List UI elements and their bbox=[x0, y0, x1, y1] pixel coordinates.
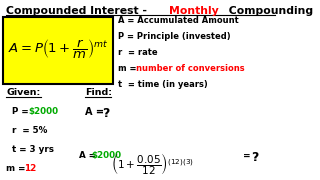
Text: P =: P = bbox=[12, 107, 32, 116]
Text: ?: ? bbox=[102, 107, 109, 120]
Text: P = Principle (invested): P = Principle (invested) bbox=[118, 32, 231, 41]
Text: $2000: $2000 bbox=[28, 107, 58, 116]
FancyBboxPatch shape bbox=[4, 17, 113, 84]
Text: Compounded Interest -: Compounded Interest - bbox=[6, 6, 151, 16]
Text: r  = rate: r = rate bbox=[118, 48, 158, 57]
Text: Compounding: Compounding bbox=[225, 6, 313, 16]
Text: $A = P\left(1 + \dfrac{r}{m}\right)^{mt}$: $A = P\left(1 + \dfrac{r}{m}\right)^{mt}… bbox=[8, 37, 108, 60]
Text: =: = bbox=[243, 151, 254, 160]
Text: Monthly: Monthly bbox=[169, 6, 219, 16]
Text: $\left(1 + \dfrac{0.05}{12}\right)^{(12)(3)}$: $\left(1 + \dfrac{0.05}{12}\right)^{(12)… bbox=[111, 151, 194, 177]
Text: r  = 5%: r = 5% bbox=[12, 126, 47, 135]
Text: A = Accumulated Amount: A = Accumulated Amount bbox=[118, 16, 239, 25]
Text: $2000: $2000 bbox=[92, 151, 122, 160]
Text: Given:: Given: bbox=[6, 88, 41, 97]
Text: m =: m = bbox=[6, 164, 29, 173]
Text: A =: A = bbox=[85, 107, 107, 117]
Text: Find:: Find: bbox=[85, 88, 112, 97]
Text: A =: A = bbox=[79, 151, 99, 160]
Text: t  = time (in years): t = time (in years) bbox=[118, 80, 208, 89]
Text: m =: m = bbox=[118, 64, 140, 73]
Text: 12: 12 bbox=[24, 164, 36, 173]
Text: number of conversions: number of conversions bbox=[136, 64, 244, 73]
Text: ?: ? bbox=[252, 151, 259, 164]
Text: t = 3 yrs: t = 3 yrs bbox=[12, 145, 54, 154]
